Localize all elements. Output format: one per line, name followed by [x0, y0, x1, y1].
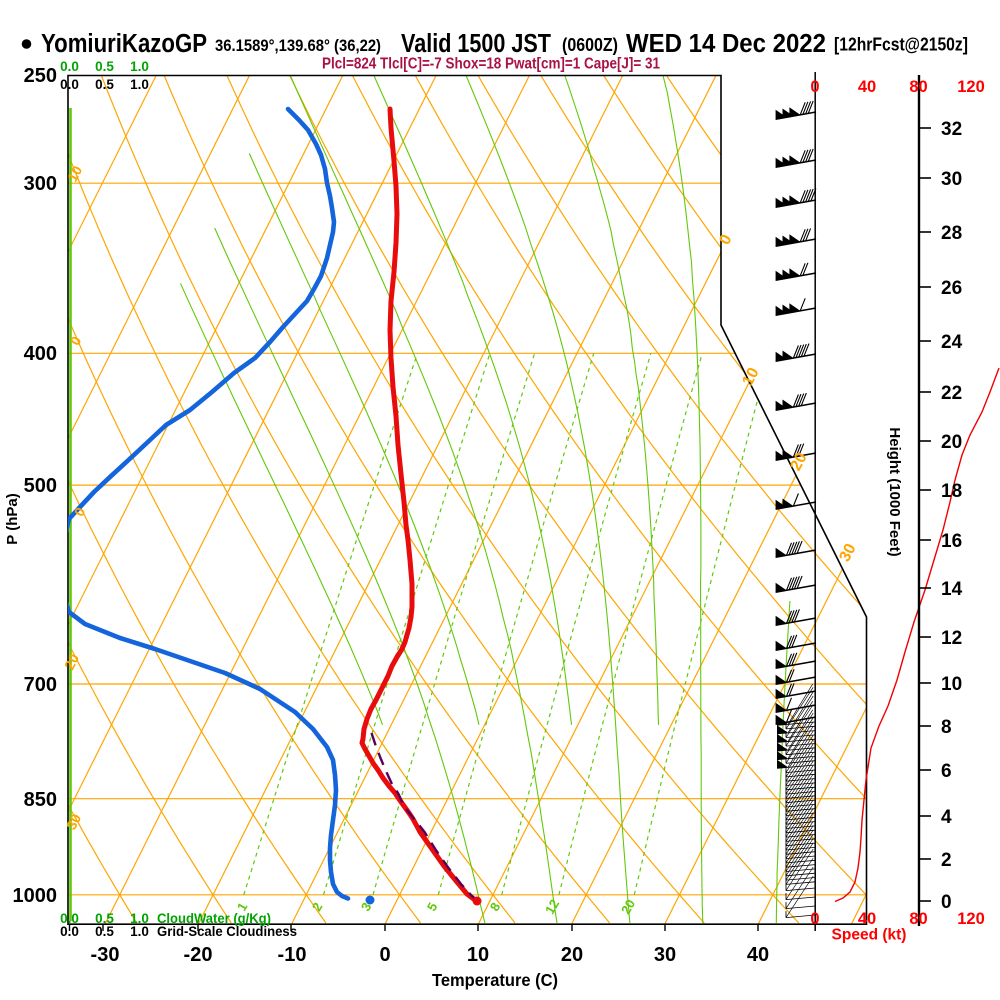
svg-text:0.0: 0.0: [60, 911, 79, 926]
svg-text:22: 22: [941, 383, 962, 404]
svg-text:40: 40: [747, 944, 769, 966]
svg-text:28: 28: [941, 223, 962, 244]
svg-text:700: 700: [24, 674, 57, 696]
svg-text:120: 120: [957, 910, 985, 928]
svg-text:1.0: 1.0: [130, 911, 149, 926]
svg-text:0.0: 0.0: [60, 924, 79, 939]
svg-text:20: 20: [941, 432, 962, 453]
svg-text:YomiuriKazoGP: YomiuriKazoGP: [41, 30, 207, 58]
svg-text:80: 80: [909, 910, 927, 928]
svg-text:CloudWater (g/Kg): CloudWater (g/Kg): [157, 910, 271, 926]
svg-text:0: 0: [810, 78, 819, 96]
svg-text:14: 14: [941, 579, 963, 600]
svg-text:1.0: 1.0: [130, 59, 149, 74]
svg-text:1000: 1000: [13, 885, 58, 907]
svg-text:4: 4: [941, 807, 952, 828]
svg-text:0: 0: [941, 892, 952, 913]
svg-text:300: 300: [24, 173, 57, 195]
svg-text:30: 30: [654, 944, 676, 966]
svg-text:WED 14 Dec 2022: WED 14 Dec 2022: [626, 30, 826, 58]
svg-text:-20: -20: [184, 944, 213, 966]
svg-text:36.1589°,139.68° (36,22): 36.1589°,139.68° (36,22): [215, 36, 381, 55]
svg-text:20: 20: [787, 450, 810, 474]
svg-text:250: 250: [24, 65, 57, 87]
svg-text:-30: -30: [91, 944, 120, 966]
svg-text:P (hPa): P (hPa): [4, 493, 21, 544]
svg-text:0.5: 0.5: [95, 924, 114, 939]
svg-text:40: 40: [858, 910, 876, 928]
svg-text:10: 10: [64, 163, 86, 184]
svg-text:8: 8: [941, 717, 952, 738]
svg-text:400: 400: [24, 343, 57, 365]
svg-text:30: 30: [941, 169, 962, 190]
svg-text:16: 16: [941, 531, 962, 552]
svg-text:18: 18: [941, 481, 962, 502]
svg-text:12: 12: [941, 628, 962, 649]
svg-text:26: 26: [941, 278, 962, 299]
svg-text:80: 80: [909, 78, 927, 96]
svg-text:0.5: 0.5: [95, 77, 114, 92]
svg-text:32: 32: [941, 119, 962, 140]
svg-text:10: 10: [941, 674, 962, 695]
svg-text:12: 12: [542, 897, 562, 917]
svg-text:Grid-Scale Cloudiness: Grid-Scale Cloudiness: [157, 923, 297, 939]
svg-text:Speed (kt): Speed (kt): [832, 927, 907, 944]
svg-text:Plcl=824 Tlcl[C]=-7 Shox=18 Pw: Plcl=824 Tlcl[C]=-7 Shox=18 Pwat[cm]=1 C…: [322, 56, 660, 73]
svg-text:1.0: 1.0: [130, 924, 149, 939]
svg-text:[12hrFcst@2150z]: [12hrFcst@2150z]: [834, 34, 968, 55]
svg-text:20: 20: [618, 897, 638, 917]
svg-text:6: 6: [941, 761, 952, 782]
svg-text:0.0: 0.0: [60, 59, 79, 74]
svg-text:Height (1000 Feet): Height (1000 Feet): [886, 427, 903, 556]
svg-text:500: 500: [24, 475, 57, 497]
svg-text:20: 20: [61, 651, 83, 672]
svg-text:1.0: 1.0: [130, 77, 149, 92]
svg-text:Temperature (C): Temperature (C): [432, 970, 558, 990]
svg-text:(0600Z): (0600Z): [562, 34, 618, 55]
svg-text:850: 850: [24, 789, 57, 811]
svg-text:120: 120: [957, 78, 985, 96]
svg-text:0.0: 0.0: [60, 77, 79, 92]
svg-text:2: 2: [941, 850, 952, 871]
svg-text:10: 10: [467, 944, 489, 966]
svg-text:30: 30: [63, 811, 85, 832]
svg-text:10: 10: [739, 365, 762, 389]
svg-text:24: 24: [941, 332, 963, 353]
svg-text:0: 0: [379, 944, 390, 966]
svg-text:0.5: 0.5: [95, 59, 114, 74]
svg-text:40: 40: [858, 78, 876, 96]
svg-text:Valid 1500 JST: Valid 1500 JST: [401, 30, 551, 58]
svg-text:30: 30: [836, 541, 859, 565]
svg-text:20: 20: [561, 944, 583, 966]
svg-text:-10: -10: [278, 944, 307, 966]
svg-text:0: 0: [810, 910, 819, 928]
svg-text:0.5: 0.5: [95, 911, 114, 926]
